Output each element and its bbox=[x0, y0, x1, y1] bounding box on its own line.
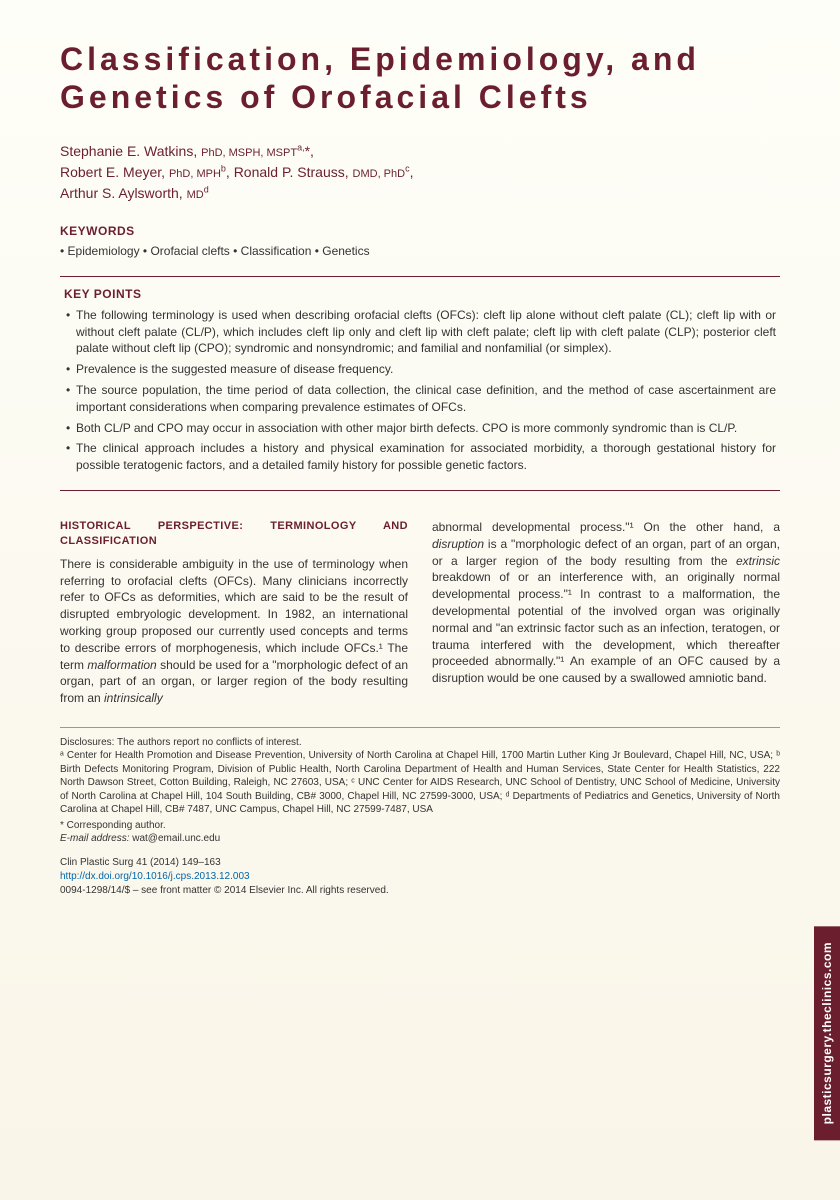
keywords-header: KEYWORDS bbox=[60, 224, 780, 238]
affiliations: ᵃ Center for Health Promotion and Diseas… bbox=[60, 749, 780, 817]
side-tab[interactable]: plasticsurgery.theclinics.com bbox=[814, 926, 840, 1140]
email-line: E-mail address: wat@email.unc.edu bbox=[60, 832, 780, 846]
keypoints-box: KEY POINTS The following terminology is … bbox=[60, 276, 780, 491]
body-text: There is considerable ambiguity in the u… bbox=[60, 556, 408, 707]
body-text: abnormal developmental process."¹ On the… bbox=[432, 519, 780, 687]
author-list: Stephanie E. Watkins, PhD, MSPH, MSPTa,*… bbox=[60, 141, 780, 204]
journal-citation: Clin Plastic Surg 41 (2014) 149–163 bbox=[60, 856, 780, 870]
doi-link[interactable]: http://dx.doi.org/10.1016/j.cps.2013.12.… bbox=[60, 870, 780, 884]
page-container: Classification, Epidemiology, and Geneti… bbox=[0, 0, 840, 1200]
copyright: 0094-1298/14/$ – see front matter © 2014… bbox=[60, 884, 780, 898]
email-label: E-mail address: bbox=[60, 833, 129, 844]
email-address: wat@email.unc.edu bbox=[132, 833, 220, 844]
keypoint-item: Prevalence is the suggested measure of d… bbox=[64, 361, 776, 378]
body-column-left: HISTORICAL PERSPECTIVE: TERMINOLOGY AND … bbox=[60, 519, 408, 707]
keypoints-header: KEY POINTS bbox=[64, 287, 776, 301]
journal-info: Clin Plastic Surg 41 (2014) 149–163 http… bbox=[60, 856, 780, 898]
body-column-right: abnormal developmental process."¹ On the… bbox=[432, 519, 780, 707]
disclosures: Disclosures: The authors report no confl… bbox=[60, 736, 780, 750]
keypoint-item: The source population, the time period o… bbox=[64, 382, 776, 416]
keywords-line: • Epidemiology • Orofacial clefts • Clas… bbox=[60, 244, 780, 258]
keypoints-list: The following terminology is used when d… bbox=[64, 307, 776, 474]
keypoint-item: The clinical approach includes a history… bbox=[64, 440, 776, 474]
keypoint-item: Both CL/P and CPO may occur in associati… bbox=[64, 420, 776, 437]
section-heading: HISTORICAL PERSPECTIVE: TERMINOLOGY AND … bbox=[60, 519, 408, 550]
corresponding-author: * Corresponding author. bbox=[60, 819, 780, 833]
article-title: Classification, Epidemiology, and Geneti… bbox=[60, 40, 780, 117]
footer: Disclosures: The authors report no confl… bbox=[60, 727, 780, 898]
body-columns: HISTORICAL PERSPECTIVE: TERMINOLOGY AND … bbox=[60, 519, 780, 707]
keypoint-item: The following terminology is used when d… bbox=[64, 307, 776, 357]
